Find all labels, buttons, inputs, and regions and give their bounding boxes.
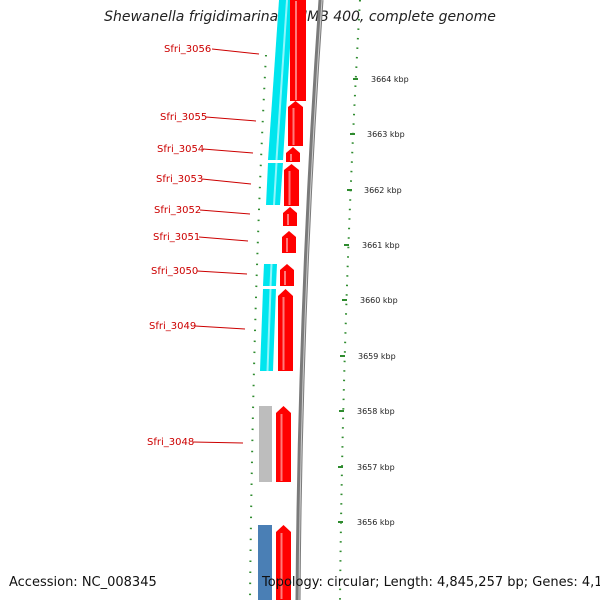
gene-leader-line [211, 48, 260, 55]
genome-backbone-highlight [298, 0, 323, 600]
gene-arrow [276, 525, 291, 600]
gene-arrow [282, 231, 296, 253]
cog-band-cyan [268, 0, 293, 160]
genome-backbone [295, 0, 324, 600]
gene-arrow [278, 289, 293, 371]
gene-arrow [288, 101, 303, 146]
gene-label: Sfri_3050 [151, 266, 198, 277]
cog-band-highlight [266, 288, 272, 372]
gene-label: Sfri_3053 [156, 174, 203, 185]
gene-arrow [283, 207, 297, 226]
gene-arrow [276, 406, 291, 482]
tick-label: 3660 kbp [360, 296, 398, 305]
gene-arrow [286, 147, 300, 162]
gene-label: Sfri_3054 [157, 144, 204, 155]
gene-leader-line [202, 148, 254, 154]
tick-label: 3662 kbp [364, 186, 402, 195]
accession-text: Accession: NC_008345 [9, 575, 157, 590]
cog-band-highlight [273, 162, 278, 206]
gene-arrow [280, 264, 294, 286]
gene-leader-line [205, 116, 257, 122]
cog-band-blue [258, 525, 272, 600]
gene-arrow [290, 0, 306, 101]
gene-leader-line [192, 441, 244, 444]
tick-label: 3657 kbp [357, 463, 395, 472]
gene-label: Sfri_3049 [149, 321, 196, 332]
cog-band-gray [259, 406, 272, 482]
gene-leader-line [194, 325, 246, 330]
gene-label: Sfri_3052 [154, 205, 201, 216]
gene-label: Sfri_3056 [164, 44, 211, 55]
cog-band-highlight [275, 0, 288, 161]
inner-tick-ring [249, 54, 267, 600]
tick-label: 3659 kbp [358, 352, 396, 361]
tick-label: 3658 kbp [357, 407, 395, 416]
gene-label: Sfri_3055 [160, 112, 207, 123]
gene-leader-line [199, 209, 251, 215]
gene-labels: Sfri_3056 Sfri_3055 Sfri_3054 Sfri_3053 Sfri… [147, 44, 260, 448]
tick-labels: 3664 kbp 3663 kbp 3662 kbp 3661 kbp 3660 kbp… [338, 75, 409, 527]
gene-leader-line [196, 270, 248, 275]
gene-arrow [284, 164, 299, 206]
cog-cyan-bands [260, 0, 293, 372]
tick-label: 3664 kbp [371, 75, 409, 84]
cog-other-bands [258, 406, 272, 600]
cog-band-highlight [269, 263, 273, 287]
gene-label: Sfri_3051 [153, 232, 200, 243]
tick-label: 3661 kbp [362, 241, 400, 250]
gene-label: Sfri_3048 [147, 437, 194, 448]
gene-leader-line [198, 236, 249, 242]
tick-label: 3663 kbp [367, 130, 405, 139]
topology-text: Topology: circular; Length: 4,845,257 bp… [262, 575, 600, 590]
tick-label: 3656 kbp [357, 518, 395, 527]
forward-gene-arrows [276, 0, 306, 600]
gene-leader-line [201, 178, 252, 185]
